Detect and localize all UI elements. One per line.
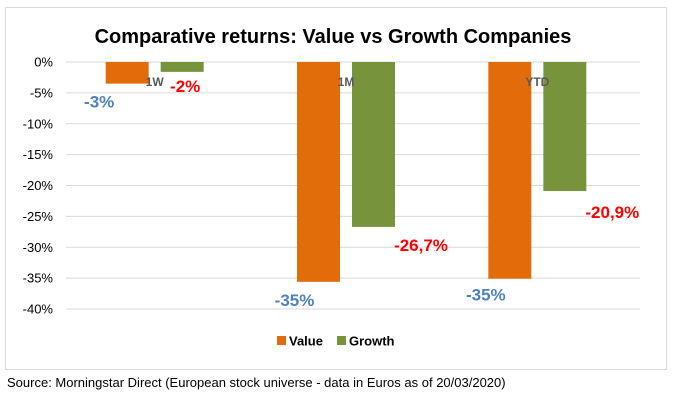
data-label-value-ytd: -35%: [466, 286, 506, 305]
category-labels: 1W 1M YTD: [146, 75, 550, 89]
y-tick-label: -10%: [23, 116, 54, 131]
data-label-growth-1w: -2%: [170, 77, 200, 96]
y-axis-ticks: 0% -5% -10% -15% -20% -25% -30% -35% -40%: [23, 55, 54, 317]
legend-label-growth: Growth: [349, 334, 395, 349]
legend-swatch-value: [277, 336, 286, 345]
y-tick-label: 0%: [34, 55, 53, 70]
bar-value-1m: [297, 62, 340, 282]
data-label-growth-1m: -26,7%: [394, 236, 448, 255]
source-note: Source: Morningstar Direct (European sto…: [7, 375, 506, 390]
bar-growth-1w: [160, 62, 204, 72]
y-tick-label: -40%: [23, 302, 54, 317]
chart-title: Comparative returns: Value vs Growth Com…: [95, 26, 572, 48]
category-label-ytd: YTD: [525, 75, 549, 89]
data-label-value-1m: -35%: [275, 291, 315, 310]
bar-value-ytd: [488, 62, 532, 279]
y-tick-label: -35%: [23, 271, 54, 286]
y-tick-label: -15%: [23, 147, 54, 162]
category-label-1m: 1M: [338, 75, 355, 89]
y-tick-label: -25%: [23, 209, 54, 224]
legend: Value Growth: [277, 334, 395, 349]
y-tick-label: -5%: [30, 85, 54, 100]
data-label-value-1w: -3%: [84, 93, 114, 112]
bar-growth-ytd: [543, 62, 587, 192]
legend-swatch-growth: [337, 336, 346, 345]
category-label-1w: 1W: [146, 75, 165, 89]
y-tick-label: -30%: [23, 240, 54, 255]
data-labels: -3% -2% -35% -26,7% -35% -20,9%: [84, 77, 639, 310]
data-label-growth-ytd: -20,9%: [585, 203, 639, 222]
bar-growth-1m: [352, 62, 395, 227]
legend-label-value: Value: [289, 334, 323, 349]
y-tick-label: -20%: [23, 178, 54, 193]
bars: [105, 62, 587, 282]
bar-value-1w: [105, 62, 149, 84]
